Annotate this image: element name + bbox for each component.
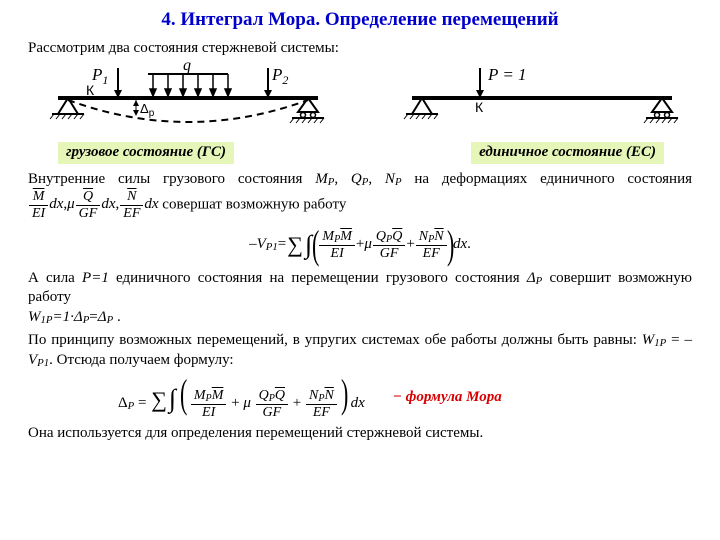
svg-text:Δp: Δp <box>140 101 155 119</box>
caption-right: единичное состояние (ЕС) <box>471 142 664 164</box>
inline-fractions: MEIdx, μ QGFdx, NEFdx <box>28 189 159 221</box>
mohr-label: − формула Мора <box>393 388 502 408</box>
caption-left: грузовое состояние (ГС) <box>58 142 234 164</box>
equation-1: –VP1 = ∑∫ ( MPMEI + μ QPQGF + NPNEF ) dx… <box>28 225 692 265</box>
caption-row: грузовое состояние (ГС) единичное состоя… <box>28 142 692 164</box>
intro-text: Рассмотрим два состояния стержневой сист… <box>28 39 692 59</box>
page-title: 4. Интеграл Мора. Определение перемещени… <box>28 8 692 33</box>
diagram-right: P = 1 К <box>392 62 692 140</box>
svg-text:К: К <box>475 99 484 115</box>
paragraph-1: Внутренние силы грузового состояния MP, … <box>28 170 692 221</box>
paragraph-2: А сила P=1 единичного состояния на перем… <box>28 269 692 328</box>
svg-text:К: К <box>86 82 95 98</box>
paragraph-3: По принципу возможных перемещений, в упр… <box>28 331 692 370</box>
last-line: Она используется для определения перемещ… <box>28 424 692 444</box>
diagram-row: P1 q P2 К Δp <box>28 62 692 140</box>
diagram-left: P1 q P2 К Δp <box>28 62 348 140</box>
svg-text:q: q <box>183 62 191 74</box>
svg-text:P = 1: P = 1 <box>487 65 527 84</box>
equation-2: ΔP = ∑∫ ( MPMEI + μ QPQGF + NPNEF ) dx −… <box>28 374 692 420</box>
svg-text:P2: P2 <box>271 65 288 87</box>
